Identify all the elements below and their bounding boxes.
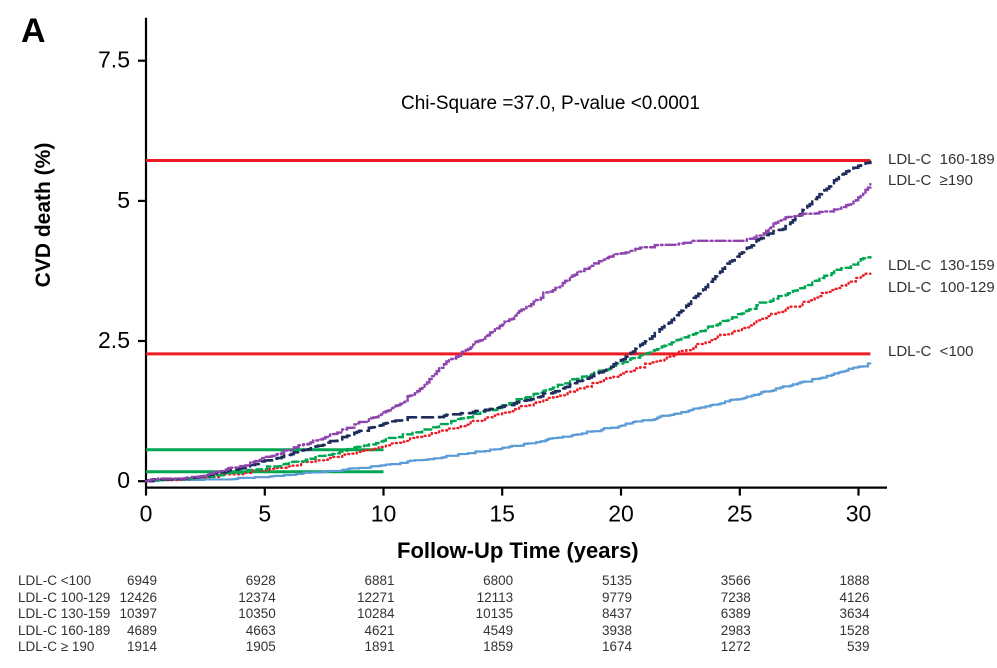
svg-text:2.5: 2.5 [98, 327, 130, 353]
svg-text:0: 0 [140, 501, 153, 527]
svg-text:5: 5 [258, 501, 271, 527]
svg-text:0: 0 [117, 467, 130, 493]
svg-text:10: 10 [371, 501, 397, 527]
svg-text:7.5: 7.5 [98, 47, 130, 73]
svg-text:5: 5 [117, 187, 130, 213]
svg-text:15: 15 [489, 501, 515, 527]
svg-text:25: 25 [727, 501, 753, 527]
svg-text:20: 20 [608, 501, 634, 527]
svg-text:30: 30 [846, 501, 872, 527]
